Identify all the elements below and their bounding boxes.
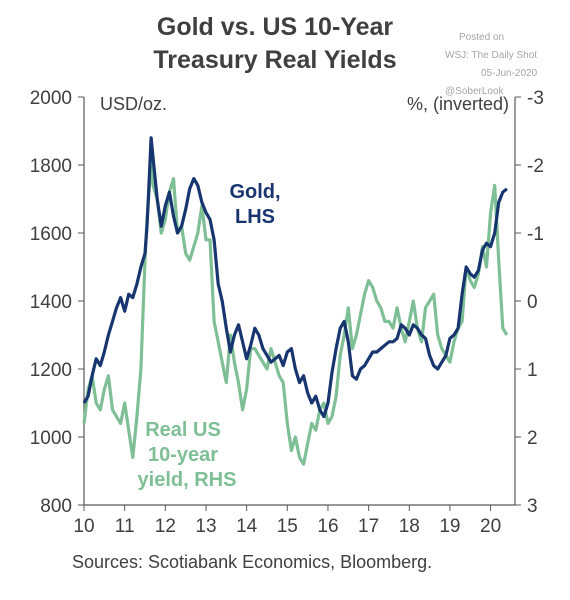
left-tick-label: 1800 — [30, 156, 72, 177]
x-tick-label: 12 — [155, 516, 176, 537]
yield-series-label-line-2: 10-year — [148, 444, 218, 466]
gold-series-label-line-2: LHS — [235, 206, 275, 228]
left-axis-unit-label: USD/oz. — [100, 94, 167, 114]
gold-series-line — [82, 136, 508, 419]
right-tick-label: -2 — [527, 156, 544, 177]
posted-on-label: Posted on — [459, 32, 505, 43]
x-tick-label: 10 — [73, 516, 94, 537]
posted-date-label: 05-Jun-2020 — [481, 68, 538, 79]
x-tick-label: 19 — [439, 516, 460, 537]
yield-series-label-line-3: yield, RHS — [138, 469, 237, 491]
x-tick-label: 11 — [115, 516, 135, 537]
chart-title-line-1: Gold vs. US 10-Year — [156, 13, 394, 41]
x-tick-label: 15 — [277, 516, 298, 537]
right-axis-unit-label: %, (inverted) — [407, 94, 509, 114]
yield-series-label-line-1: Real US — [145, 419, 221, 441]
x-tick-label: 18 — [399, 516, 420, 537]
right-tick-label: 2 — [527, 428, 538, 449]
right-tick-label: -3 — [527, 88, 544, 109]
right-tick-label: -1 — [527, 224, 544, 245]
x-tick-label: 17 — [358, 516, 379, 537]
source-note: Sources: Scotiabank Economics, Bloomberg… — [72, 552, 433, 572]
left-tick-label: 1000 — [30, 428, 72, 449]
left-tick-label: 1200 — [30, 360, 72, 381]
x-tick-label: 13 — [195, 516, 216, 537]
posted-source-label: WSJ: The Daily Shot — [445, 50, 538, 61]
left-tick-label: 800 — [40, 496, 72, 517]
left-tick-label: 1600 — [30, 224, 72, 245]
right-tick-label: 3 — [527, 496, 538, 517]
chart-title-line-2: Treasury Real Yields — [153, 46, 397, 74]
x-tick-label: 14 — [236, 516, 258, 537]
right-tick-label: 1 — [527, 360, 538, 381]
right-tick-label: 0 — [527, 292, 538, 313]
x-tick-label: 16 — [317, 516, 338, 537]
gold-series-label-line-1: Gold, — [229, 181, 280, 203]
left-tick-label: 2000 — [30, 88, 72, 109]
left-tick-label: 1400 — [30, 292, 72, 313]
x-tick-label: 20 — [480, 516, 501, 537]
posted-handle-label: @SoberLook — [445, 86, 504, 97]
